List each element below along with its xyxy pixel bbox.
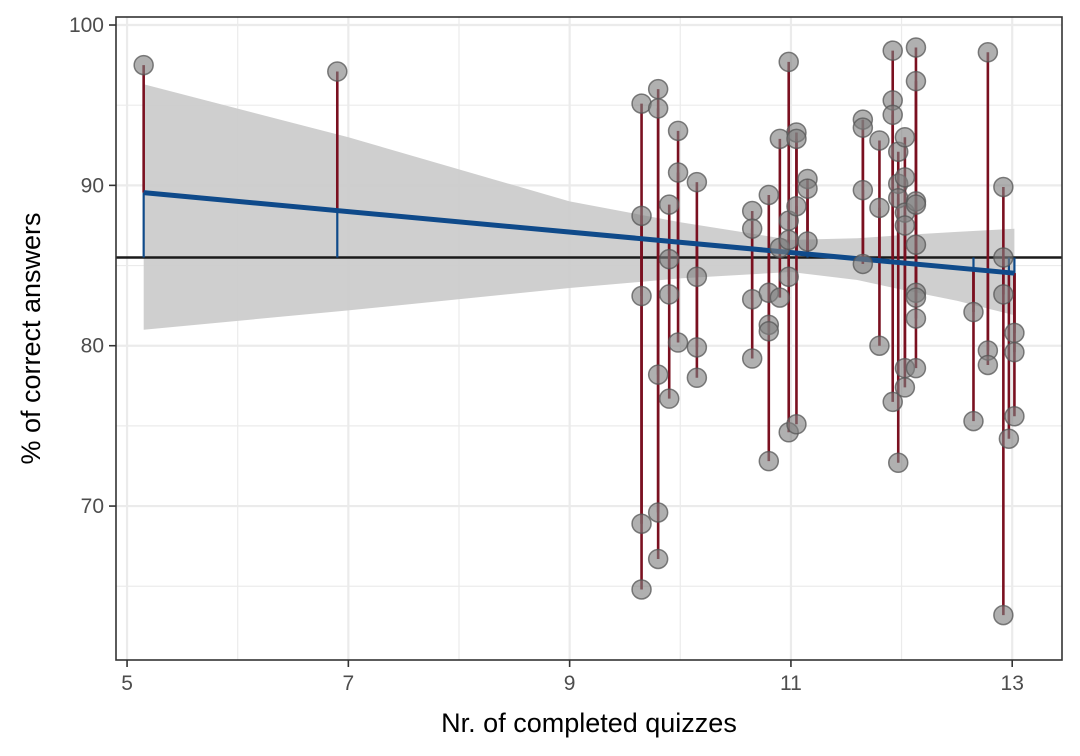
y-tick-label: 90 xyxy=(81,174,104,197)
data-point xyxy=(741,200,763,222)
data-point xyxy=(993,176,1014,198)
x-tick-label: 5 xyxy=(121,672,133,695)
data-point xyxy=(993,247,1014,268)
data-point xyxy=(894,167,916,188)
data-point xyxy=(894,377,916,398)
data-point xyxy=(905,37,927,58)
data-point xyxy=(631,205,652,227)
data-point xyxy=(647,364,669,385)
data-point xyxy=(758,321,780,342)
data-point xyxy=(905,308,927,329)
data-point xyxy=(667,120,689,142)
grid-lines xyxy=(116,17,1062,660)
data-point xyxy=(963,301,984,323)
data-point xyxy=(977,354,999,376)
data-point xyxy=(905,357,927,379)
data-point xyxy=(797,231,818,252)
data-point xyxy=(882,391,903,413)
data-point xyxy=(1004,406,1025,427)
data-point xyxy=(869,335,890,356)
data-point xyxy=(905,194,927,215)
data-point xyxy=(905,70,927,92)
data-point xyxy=(797,178,818,199)
data-point xyxy=(1004,322,1025,344)
data-point xyxy=(869,197,890,219)
data-point xyxy=(647,502,669,523)
data-points xyxy=(133,37,1025,626)
data-point xyxy=(852,253,874,275)
data-point xyxy=(631,579,652,600)
data-point xyxy=(741,348,763,369)
data-point xyxy=(647,548,669,570)
axes: 5 7 9 11 13 70 80 90 100 xyxy=(69,14,1024,695)
y-tick-label: 80 xyxy=(81,335,104,358)
x-tick-label: 11 xyxy=(780,672,802,695)
data-point xyxy=(667,162,689,183)
data-point xyxy=(998,428,1020,449)
data-point xyxy=(686,337,708,358)
data-point xyxy=(778,266,799,288)
data-point xyxy=(786,195,807,217)
data-point xyxy=(658,284,680,305)
data-point xyxy=(963,410,984,432)
data-point xyxy=(647,78,669,100)
data-point xyxy=(758,450,780,472)
data-point xyxy=(887,452,909,474)
x-axis-title: Nr. of completed quizzes xyxy=(441,708,737,738)
data-point xyxy=(993,604,1014,626)
x-tick-label: 9 xyxy=(564,672,576,695)
data-point xyxy=(686,171,708,193)
data-point xyxy=(667,332,689,353)
data-point xyxy=(882,40,903,61)
data-point xyxy=(852,117,874,138)
data-point xyxy=(658,388,680,409)
data-point xyxy=(882,104,903,126)
data-point xyxy=(905,287,927,308)
data-point xyxy=(658,194,680,215)
data-point xyxy=(133,54,154,76)
data-point xyxy=(905,234,927,255)
data-point xyxy=(658,248,680,270)
data-point xyxy=(786,414,807,435)
data-point xyxy=(786,128,807,150)
data-point xyxy=(631,513,652,534)
data-point xyxy=(686,266,708,288)
y-tick-label: 100 xyxy=(69,14,104,37)
data-point xyxy=(869,130,890,151)
data-point xyxy=(852,179,874,201)
x-tick-label: 13 xyxy=(1001,672,1024,695)
panel-border xyxy=(115,16,1063,661)
y-tick-label: 70 xyxy=(81,495,104,518)
data-point xyxy=(686,367,708,389)
data-point xyxy=(778,51,799,73)
data-point xyxy=(894,215,916,236)
data-point xyxy=(1004,341,1025,363)
data-point xyxy=(758,184,780,206)
data-point xyxy=(977,42,999,63)
data-point xyxy=(647,98,669,119)
data-point xyxy=(778,229,799,251)
data-point xyxy=(631,285,652,307)
data-point xyxy=(894,127,916,148)
data-point xyxy=(327,61,348,82)
data-point xyxy=(741,218,763,239)
y-axis-title: % of correct answers xyxy=(16,212,46,464)
data-point xyxy=(993,284,1014,305)
data-point xyxy=(769,287,791,308)
panel-frame xyxy=(115,16,1063,661)
x-tick-label: 7 xyxy=(343,672,355,695)
